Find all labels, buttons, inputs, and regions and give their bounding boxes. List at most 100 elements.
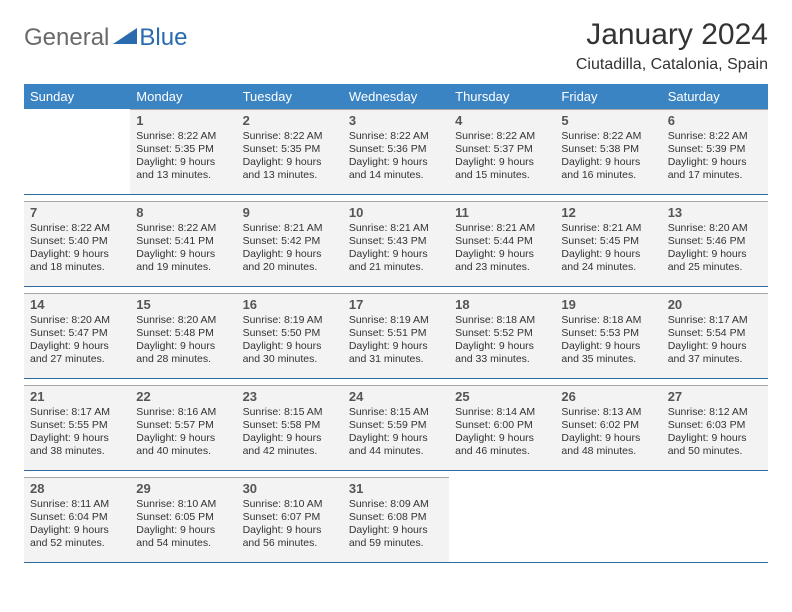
day-info-line: Daylight: 9 hours bbox=[30, 340, 124, 353]
day-info-line: and 13 minutes. bbox=[136, 169, 230, 182]
day-info-line: Sunrise: 8:10 AM bbox=[243, 498, 337, 511]
day-info-line: Sunrise: 8:10 AM bbox=[136, 498, 230, 511]
day-info: Sunrise: 8:19 AMSunset: 5:51 PMDaylight:… bbox=[349, 314, 443, 367]
day-number: 18 bbox=[455, 297, 549, 312]
day-info-line: Sunrise: 8:19 AM bbox=[349, 314, 443, 327]
title-block: January 2024 Ciutadilla, Catalonia, Spai… bbox=[576, 18, 768, 74]
day-info: Sunrise: 8:15 AMSunset: 5:58 PMDaylight:… bbox=[243, 406, 337, 459]
day-number: 23 bbox=[243, 389, 337, 404]
day-cell: 4Sunrise: 8:22 AMSunset: 5:37 PMDaylight… bbox=[449, 109, 555, 195]
day-info-line: Sunrise: 8:16 AM bbox=[136, 406, 230, 419]
day-cell: 31Sunrise: 8:09 AMSunset: 6:08 PMDayligh… bbox=[343, 477, 449, 563]
day-number: 5 bbox=[561, 113, 655, 128]
day-cell: 19 Sunrise: 8:18 AMSunset: 5:53 PMDayligh… bbox=[555, 293, 661, 379]
day-info-line: and 52 minutes. bbox=[30, 537, 124, 550]
day-number: 29 bbox=[136, 481, 230, 496]
day-info: Sunrise: 8:22 AMSunset: 5:38 PMDaylight:… bbox=[561, 130, 655, 183]
day-info: Sunrise: 8:16 AMSunset: 5:57 PMDaylight:… bbox=[136, 406, 230, 459]
day-info-line: Daylight: 9 hours bbox=[136, 156, 230, 169]
day-info-line: Sunset: 5:45 PM bbox=[561, 235, 655, 248]
day-info-line: and 35 minutes. bbox=[561, 353, 655, 366]
day-info-line: and 19 minutes. bbox=[136, 261, 230, 274]
day-cell: 10Sunrise: 8:21 AMSunset: 5:43 PMDayligh… bbox=[343, 201, 449, 287]
day-info-line: Sunrise: 8:21 AM bbox=[243, 222, 337, 235]
day-info-line: Daylight: 9 hours bbox=[30, 524, 124, 537]
day-info: Sunrise: 8:13 AMSunset: 6:02 PMDaylight:… bbox=[561, 406, 655, 459]
day-info-line: Sunset: 6:03 PM bbox=[668, 419, 762, 432]
day-info-line: Daylight: 9 hours bbox=[455, 248, 549, 261]
day-cell: 25Sunrise: 8:14 AMSunset: 6:00 PMDayligh… bbox=[449, 385, 555, 471]
day-info-line: Daylight: 9 hours bbox=[455, 340, 549, 353]
day-info-line: and 14 minutes. bbox=[349, 169, 443, 182]
day-info-line: and 16 minutes. bbox=[561, 169, 655, 182]
day-info: Sunrise: 8:18 AMSunset: 5:52 PMDaylight:… bbox=[455, 314, 549, 367]
day-info-line: Sunrise: 8:22 AM bbox=[136, 130, 230, 143]
day-info-line: Sunset: 5:51 PM bbox=[349, 327, 443, 340]
day-info-line: Sunset: 6:02 PM bbox=[561, 419, 655, 432]
day-info-line: Sunrise: 8:17 AM bbox=[30, 406, 124, 419]
day-info-line: Sunrise: 8:12 AM bbox=[668, 406, 762, 419]
day-info-line: Sunset: 6:05 PM bbox=[136, 511, 230, 524]
day-info-line: Sunset: 5:53 PM bbox=[561, 327, 655, 340]
day-info-line: Daylight: 9 hours bbox=[455, 156, 549, 169]
day-info: Sunrise: 8:20 AMSunset: 5:48 PMDaylight:… bbox=[136, 314, 230, 367]
day-cell: 13Sunrise: 8:20 AMSunset: 5:46 PMDayligh… bbox=[662, 201, 768, 287]
day-info-line: and 27 minutes. bbox=[30, 353, 124, 366]
day-info-line: and 28 minutes. bbox=[136, 353, 230, 366]
day-cell bbox=[449, 477, 555, 563]
day-info-line: Sunset: 5:37 PM bbox=[455, 143, 549, 156]
day-info-line: Sunrise: 8:18 AM bbox=[561, 314, 655, 327]
day-info: Sunrise: 8:12 AMSunset: 6:03 PMDaylight:… bbox=[668, 406, 762, 459]
day-info-line: Sunset: 5:41 PM bbox=[136, 235, 230, 248]
day-cell: 7Sunrise: 8:22 AMSunset: 5:40 PMDaylight… bbox=[24, 201, 130, 287]
day-number: 19 bbox=[561, 297, 655, 312]
day-info: Sunrise: 8:19 AMSunset: 5:50 PMDaylight:… bbox=[243, 314, 337, 367]
day-info-line: and 18 minutes. bbox=[30, 261, 124, 274]
day-number: 2 bbox=[243, 113, 337, 128]
logo-text-blue: Blue bbox=[139, 24, 187, 52]
day-info: Sunrise: 8:20 AMSunset: 5:47 PMDaylight:… bbox=[30, 314, 124, 367]
weekday-header: Tuesday bbox=[237, 84, 343, 109]
day-info-line: Daylight: 9 hours bbox=[561, 340, 655, 353]
logo: General Blue bbox=[24, 24, 187, 52]
day-info-line: Sunset: 5:57 PM bbox=[136, 419, 230, 432]
day-number: 25 bbox=[455, 389, 549, 404]
day-number: 22 bbox=[136, 389, 230, 404]
day-number: 6 bbox=[668, 113, 762, 128]
day-info-line: Sunset: 5:50 PM bbox=[243, 327, 337, 340]
day-info-line: and 50 minutes. bbox=[668, 445, 762, 458]
day-number: 20 bbox=[668, 297, 762, 312]
day-info-line: Sunset: 5:46 PM bbox=[668, 235, 762, 248]
day-info-line: and 42 minutes. bbox=[243, 445, 337, 458]
day-info-line: and 38 minutes. bbox=[30, 445, 124, 458]
calendar-week: 28Sunrise: 8:11 AMSunset: 6:04 PMDayligh… bbox=[24, 477, 768, 563]
day-info-line: Sunrise: 8:20 AM bbox=[136, 314, 230, 327]
day-info-line: Sunset: 5:55 PM bbox=[30, 419, 124, 432]
day-cell: 30Sunrise: 8:10 AMSunset: 6:07 PMDayligh… bbox=[237, 477, 343, 563]
day-cell: 16Sunrise: 8:19 AMSunset: 5:50 PMDayligh… bbox=[237, 293, 343, 379]
day-number: 9 bbox=[243, 205, 337, 220]
day-info-line: Sunrise: 8:19 AM bbox=[243, 314, 337, 327]
calendar-week: 21Sunrise: 8:17 AMSunset: 5:55 PMDayligh… bbox=[24, 385, 768, 471]
header: General Blue January 2024 Ciutadilla, Ca… bbox=[24, 18, 768, 74]
day-cell: 23 Sunrise: 8:15 AMSunset: 5:58 PMDayligh… bbox=[237, 385, 343, 471]
weekday-header: Wednesday bbox=[343, 84, 449, 109]
day-info-line: and 59 minutes. bbox=[349, 537, 443, 550]
day-info-line: Daylight: 9 hours bbox=[30, 248, 124, 261]
day-info-line: Sunrise: 8:17 AM bbox=[668, 314, 762, 327]
day-info-line: and 24 minutes. bbox=[561, 261, 655, 274]
day-info-line: Daylight: 9 hours bbox=[668, 248, 762, 261]
day-cell: 1Sunrise: 8:22 AMSunset: 5:35 PMDaylight… bbox=[130, 109, 236, 195]
day-info-line: Daylight: 9 hours bbox=[136, 432, 230, 445]
day-info-line: and 21 minutes. bbox=[349, 261, 443, 274]
day-number: 15 bbox=[136, 297, 230, 312]
day-info-line: Sunrise: 8:09 AM bbox=[349, 498, 443, 511]
day-info-line: and 13 minutes. bbox=[243, 169, 337, 182]
day-info-line: and 15 minutes. bbox=[455, 169, 549, 182]
calendar-week: 1Sunrise: 8:22 AMSunset: 5:35 PMDaylight… bbox=[24, 109, 768, 195]
day-cell bbox=[24, 109, 130, 195]
day-number: 28 bbox=[30, 481, 124, 496]
day-info-line: Daylight: 9 hours bbox=[30, 432, 124, 445]
day-cell: 2Sunrise: 8:22 AMSunset: 5:35 PMDaylight… bbox=[237, 109, 343, 195]
day-cell: 20Sunrise: 8:17 AMSunset: 5:54 PMDayligh… bbox=[662, 293, 768, 379]
